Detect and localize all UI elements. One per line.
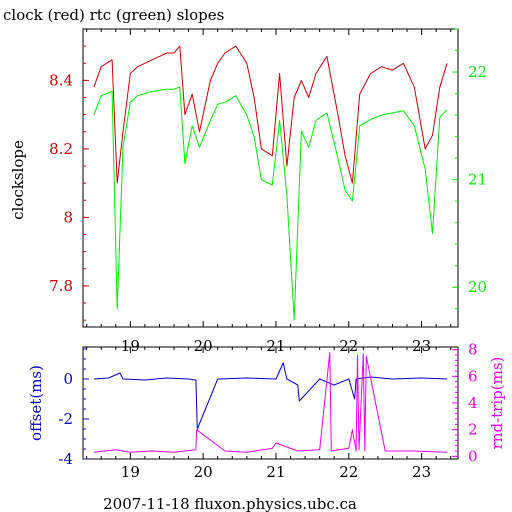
left-tick-label: 8.2 (49, 140, 73, 158)
x-tick-label: 21 (266, 463, 285, 481)
bottom-x-axis: 19 20 21 22 23 (86, 347, 452, 481)
right-tick-label: 6 (468, 367, 478, 385)
x-tick-label: 22 (339, 337, 358, 355)
right-tick-label: 20 (468, 278, 487, 296)
x-tick-label: 23 (412, 337, 431, 355)
bottom-series-layer (93, 351, 448, 453)
right-tick-label: 2 (468, 421, 478, 439)
top-plot-frame (82, 28, 459, 328)
top-left-axis: 7.8 8 8.2 8.4 (49, 45, 89, 321)
top-series-layer (93, 45, 448, 320)
left-tick-label: 8 (63, 208, 73, 226)
x-tick-label: 20 (194, 463, 213, 481)
right-tick-label: 8 (468, 341, 478, 359)
clockslope-axis-label: clockslope (9, 140, 27, 220)
x-tick-label: 19 (121, 337, 140, 355)
top-x-axis: 19 20 21 22 23 (86, 29, 452, 355)
footer-caption: 2007-11-18 fluxon.physics.ubc.ca (103, 495, 357, 512)
left-tick-label: 7.8 (49, 277, 73, 295)
bottom-left-axis: 0 -2 -4 (58, 348, 89, 468)
chart-title: clock (red) rtc (green) slopes (3, 6, 224, 24)
offset-series-line (93, 362, 448, 430)
x-tick-label: 22 (339, 463, 358, 481)
x-tick-label: 20 (194, 337, 213, 355)
x-tick-label: 21 (266, 337, 285, 355)
right-tick-label: 0 (468, 447, 478, 465)
bottom-plot-frame (82, 346, 459, 460)
top-right-axis: 20 21 22 (452, 28, 487, 310)
left-tick-label: 0 (63, 370, 73, 388)
left-tick-label: -2 (58, 410, 73, 428)
right-tick-label: 4 (468, 394, 478, 412)
clock-slope-series-line (93, 45, 448, 184)
left-tick-label: -4 (58, 450, 73, 468)
offset-axis-label: offset(ms) (27, 365, 45, 441)
rnd-trip-series-line (93, 351, 448, 453)
x-tick-label: 19 (121, 463, 140, 481)
rnd-trip-axis-label: rnd-trip(ms) (488, 357, 506, 450)
left-tick-label: 8.4 (49, 71, 73, 89)
right-tick-label: 22 (468, 63, 487, 81)
right-tick-label: 21 (468, 171, 487, 189)
rtc-slope-series-line (93, 86, 448, 320)
bottom-right-axis: 0 2 4 6 8 (452, 341, 478, 465)
x-tick-label: 23 (412, 463, 431, 481)
